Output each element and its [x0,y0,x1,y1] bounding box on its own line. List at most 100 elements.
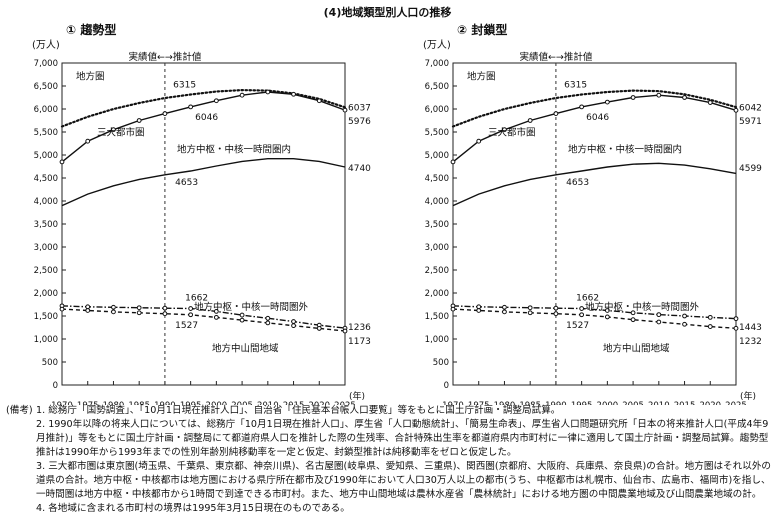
value-annotation: 6046 [195,113,218,123]
series-point-1 [162,111,168,116]
y-tick-label: 4,500 [425,174,449,184]
series-line-3 [61,305,346,329]
series-label-0: 地方圏 [467,71,496,83]
series-point-3 [604,308,610,313]
y-tick-label: 4,500 [34,174,58,184]
value-annotation: 4653 [175,178,198,188]
series-point-4 [59,306,65,312]
value-annotation: 1232 [739,337,762,347]
y-tick-label: 6,000 [425,105,449,115]
series-point-4 [136,310,142,316]
y-tick-label: 2,500 [34,266,58,276]
chart-panel-2: ② 封鎖型 (万人) 0 500 1,000 1,500 2,000 2,500 3,000 3,… [423,22,762,405]
x-tick-label: 1985 [128,401,150,405]
x-tick-label: 2000 [597,401,619,405]
x-tick-label: 2005 [622,401,644,405]
series-point-4 [579,312,585,318]
series-point-3 [291,319,296,324]
y-tick-label: 6,500 [34,82,58,92]
y-tick-label: 2,500 [425,266,449,276]
series-point-4 [604,314,610,320]
series-line-2 [61,158,346,207]
series-point-1 [450,159,456,165]
y-tick-label: 3,500 [425,220,449,230]
value-annotation: 6037 [348,103,371,113]
x-tick-label: 2015 [283,401,305,405]
value-annotation: 1236 [348,323,371,333]
note-text: 1. 総務庁「国勢調査」、「10月1日現在推計人口」、自治省「住民基本台帳人口要… [36,405,561,416]
y-tick-label: 0 [444,381,449,391]
series-point-3 [579,306,585,311]
panel-title: ① 趨勢型 [66,22,116,37]
x-tick-label: 1975 [468,401,490,405]
series-label-1: 三大都市圏 [488,127,536,139]
y-tick-label: 0 [53,381,58,391]
series-line-1 [452,94,737,163]
y-tick-label: 4,000 [425,197,449,207]
series-point-1 [59,159,65,165]
chart-panel-1: ① 趨勢型 (万人) 0 500 1,000 1,500 2,000 2,500 3,000 3,… [32,22,371,405]
x-tick-label: 2020 [308,401,330,405]
y-tick-label: 2,000 [425,289,449,299]
series-point-3 [630,310,636,316]
series-line-0 [60,88,347,128]
page-title: (4)地域類型別人口の推移 [323,6,452,19]
y-tick-label: 1,000 [34,335,58,345]
series-point-4 [188,312,194,318]
y-tick-label: 4,000 [34,197,58,207]
y-tick-label: 3,000 [425,243,449,253]
series-point-1 [188,104,194,110]
series-point-4 [265,320,271,326]
x-tick-label: 1990 [154,401,176,405]
series-point-4 [707,324,713,329]
note-lead: (備考) [6,405,33,416]
series-point-4 [476,308,482,313]
charts-svg: ① 趨勢型 (万人) 0 500 1,000 1,500 2,000 2,500 3,000 3,… [32,22,762,405]
notes: (備考) 1. 総務庁「国勢調査」、「10月1日現在推計人口」、自治省「住民基本台… [6,404,771,516]
series-point-1 [733,107,739,113]
series-point-3 [213,309,219,314]
series-point-4 [213,314,219,320]
series-label-1: 三大都市圏 [97,127,145,139]
series-point-3 [239,312,245,318]
series-point-4 [553,311,559,317]
series-point-3 [188,306,194,311]
series-point-3 [265,315,271,321]
x-unit-label: (年) [740,390,756,402]
series-point-1 [502,127,507,133]
x-tick-label: 1995 [180,401,202,405]
series-point-1 [85,138,91,144]
series-point-3 [733,316,739,322]
series-point-4 [111,309,116,315]
x-tick-label: 2005 [231,401,253,405]
y-tick-label: 3,500 [34,220,58,230]
x-tick-label: 2000 [206,401,228,405]
value-annotation: 1527 [175,321,198,331]
value-annotation: 1443 [739,323,762,333]
series-point-3 [553,305,559,311]
y-tick-label: 2,000 [34,289,58,299]
value-annotation: 4599 [739,164,762,174]
y-tick-label: 6,000 [34,105,58,115]
x-tick-label: 2015 [674,401,696,405]
value-annotation: 5976 [348,117,371,127]
note-lead [6,502,36,516]
value-annotation: 4740 [348,164,371,174]
series-point-4 [527,310,533,316]
x-tick-label: 1980 [494,401,516,405]
x-tick-label: 2025 [334,401,356,405]
x-tick-label: 2010 [257,401,279,405]
y-tick-label: 5,500 [34,128,58,138]
note-row: 2. 1990年以降の将来人口については、総務庁「10月1日現在推計人口」、厚生… [6,418,771,460]
note-row: 4. 各地域に含まれる市町村の境界は1995年3月15日現在のものである。 [6,502,771,516]
series-point-1 [291,91,296,97]
y-tick-label: 5,000 [34,151,58,161]
series-point-4 [239,317,245,323]
series-label-2: 地方中枢・中核一時間圏内 [568,144,682,156]
note-text: 2. 1990年以降の将来人口については、総務庁「10月1日現在推計人口」、厚生… [36,419,769,458]
series-point-4 [85,308,91,313]
series-point-4 [630,317,636,323]
series-point-1 [579,104,585,110]
series-point-3 [527,305,533,311]
